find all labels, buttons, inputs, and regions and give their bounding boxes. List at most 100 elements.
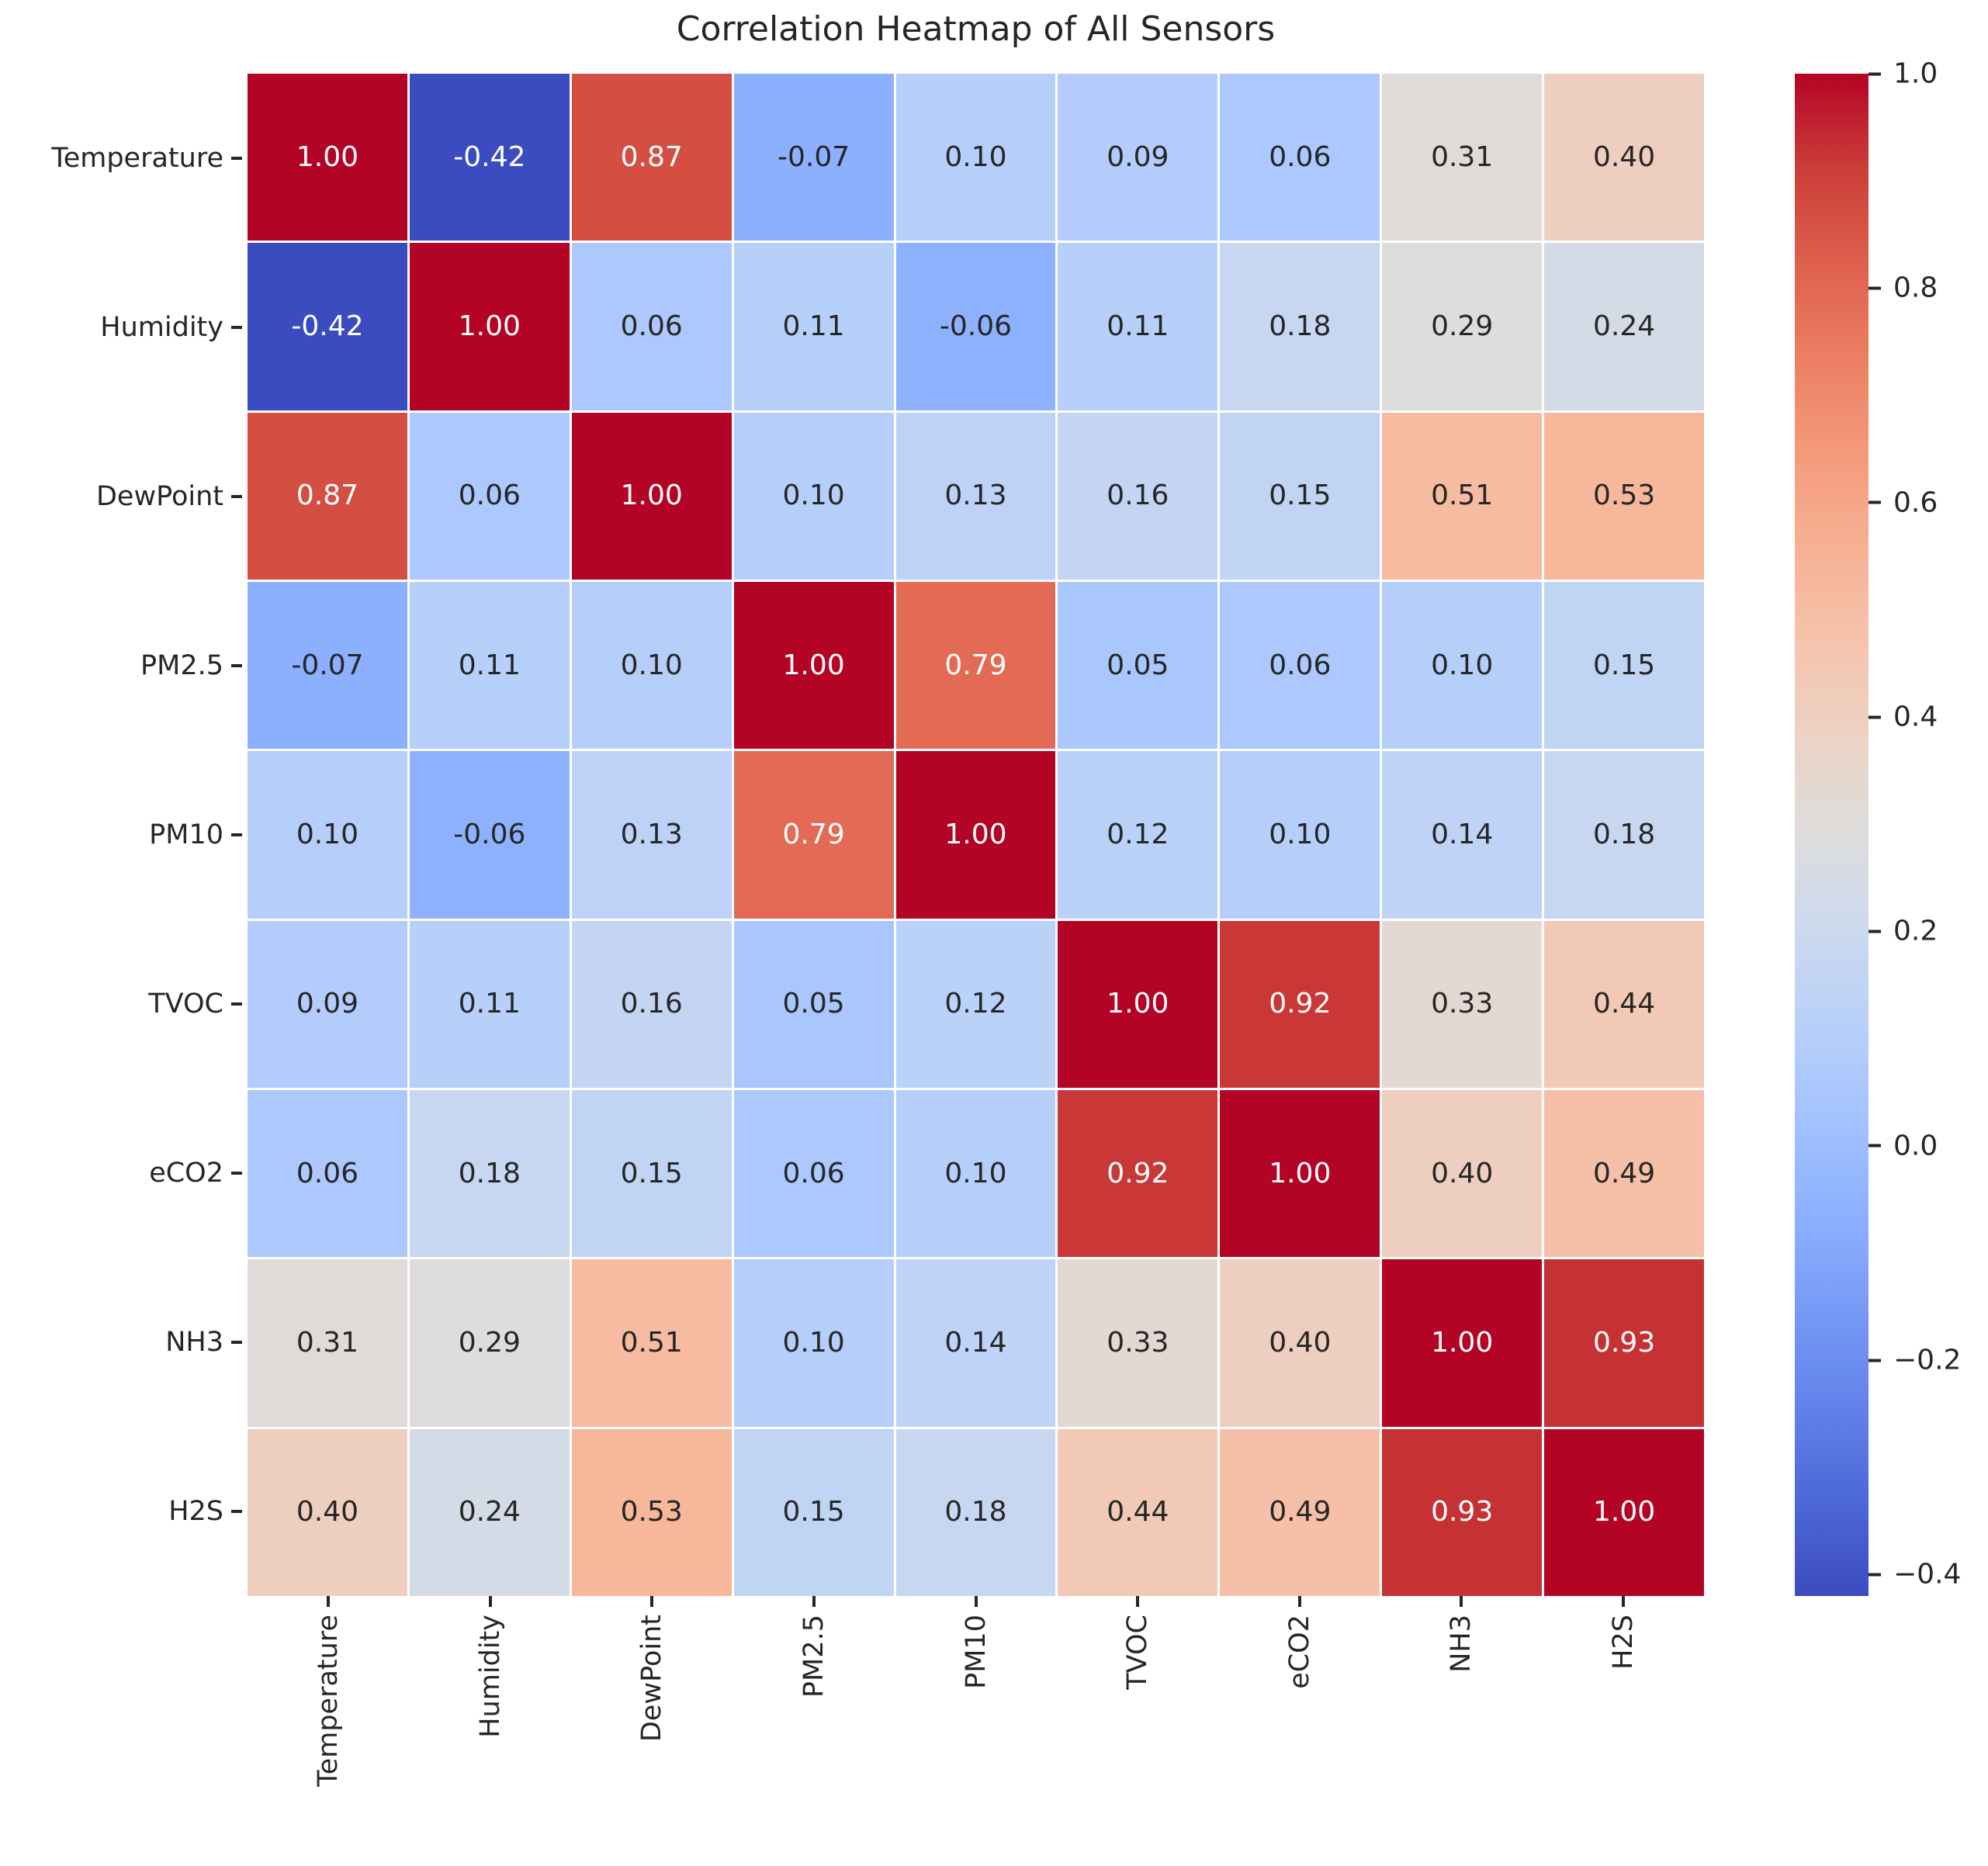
- heatmap-cell: 0.18: [409, 1089, 570, 1258]
- x-axis-label: DewPoint: [636, 1596, 667, 1742]
- x-axis-tick: [974, 1596, 978, 1607]
- heatmap-cell: -0.07: [248, 581, 407, 750]
- heatmap-cell: 0.15: [571, 1089, 732, 1258]
- x-axis-tick: [488, 1596, 492, 1607]
- heatmap-cell: 0.10: [733, 412, 894, 580]
- heatmap-cell: 0.16: [1058, 412, 1218, 580]
- heatmap-cell: 0.40: [1382, 1089, 1543, 1258]
- heatmap-cell: 0.31: [1382, 74, 1543, 241]
- y-axis: Temperature Humidity DewPoint PM2.5 PM10 TVOC…: [0, 74, 242, 1596]
- x-axis-tick: [1136, 1596, 1140, 1607]
- heatmap-cell: 1.00: [895, 751, 1056, 919]
- heatmap-cell: 0.11: [1058, 243, 1218, 410]
- heatmap-cell: 0.05: [733, 920, 894, 1088]
- colorbar-tick: −0.4: [1869, 1559, 1961, 1591]
- y-axis-label: DewPoint: [96, 481, 242, 512]
- x-axis-label-text: TVOC: [1122, 1615, 1154, 1690]
- heatmap-cell: 0.11: [409, 581, 570, 750]
- y-axis-label-text: H2S: [168, 1496, 223, 1527]
- x-axis-label-text: DewPoint: [636, 1615, 668, 1743]
- y-axis-label-text: TVOC: [148, 988, 223, 1020]
- x-axis-label-text: PM2.5: [798, 1615, 829, 1698]
- heatmap-cell: 0.10: [895, 74, 1056, 241]
- heatmap-cell: 0.79: [895, 581, 1056, 750]
- heatmap-cell: -0.06: [895, 243, 1056, 410]
- heatmap-cell: 1.00: [409, 243, 570, 410]
- heatmap-cell: 0.15: [1544, 581, 1704, 750]
- heatmap-cell: 0.06: [571, 243, 732, 410]
- heatmap-cell: -0.42: [248, 243, 407, 410]
- heatmap-cell: 1.00: [1544, 1428, 1704, 1596]
- colorbar-tick-mark: [1869, 1359, 1881, 1362]
- heatmap-cell: 0.10: [571, 581, 732, 750]
- x-axis-tick: [327, 1596, 331, 1607]
- heatmap-cell: 0.16: [571, 920, 732, 1088]
- heatmap-cell: 0.09: [248, 920, 407, 1088]
- x-axis-label-text: Humidity: [474, 1615, 506, 1738]
- colorbar-tick-mark: [1869, 715, 1881, 718]
- heatmap-cell: 0.13: [571, 751, 732, 919]
- heatmap-cell: 0.29: [1382, 243, 1543, 410]
- heatmap-cell: 0.53: [571, 1428, 732, 1596]
- y-axis-label-text: Humidity: [100, 311, 223, 343]
- colorbar-tick: 0.0: [1869, 1130, 1938, 1161]
- colorbar-tick: 0.8: [1869, 272, 1938, 304]
- heatmap-cell: 1.00: [1058, 920, 1218, 1088]
- colorbar-tick-label: 1.0: [1893, 57, 1938, 90]
- heatmap-cell: 0.40: [1544, 74, 1704, 241]
- x-axis-label: Temperature: [313, 1596, 344, 1787]
- x-axis-tick: [650, 1596, 654, 1607]
- heatmap-cell: 1.00: [733, 581, 894, 750]
- heatmap-cell: 0.06: [1220, 74, 1380, 241]
- x-axis-tick: [1297, 1596, 1301, 1607]
- heatmap-cell: 0.15: [733, 1428, 894, 1596]
- colorbar-gradient: [1795, 74, 1869, 1596]
- heatmap-cell: 0.87: [571, 74, 732, 241]
- x-axis-tick: [812, 1596, 816, 1607]
- colorbar-tick-mark: [1869, 286, 1881, 290]
- y-axis-label-text: Temperature: [51, 143, 223, 174]
- heatmap-cell: 0.11: [733, 243, 894, 410]
- heatmap-cell: 0.14: [1382, 751, 1543, 919]
- x-axis-label: TVOC: [1122, 1596, 1153, 1690]
- heatmap-cell: 0.18: [895, 1428, 1056, 1596]
- x-axis-label: PM2.5: [798, 1596, 829, 1698]
- heatmap-cell: 0.49: [1220, 1428, 1380, 1596]
- x-axis-tick: [1460, 1596, 1463, 1607]
- colorbar: 1.0 0.8 0.6 0.4 0.2 0.0 −0.2 −0.4: [1795, 58, 1988, 1596]
- heatmap-cell: 0.06: [409, 412, 570, 580]
- heatmap-cell: 0.79: [733, 751, 894, 919]
- y-axis-label: PM2.5: [140, 650, 242, 681]
- heatmap-cell: 0.10: [733, 1259, 894, 1427]
- chart-title: Correlation Heatmap of All Sensors: [676, 9, 1276, 49]
- colorbar-tick: 0.6: [1869, 486, 1938, 518]
- x-axis-label: eCO2: [1284, 1596, 1315, 1689]
- x-axis-label-text: eCO2: [1283, 1615, 1315, 1689]
- heatmap-grid: 1.00 -0.42 0.87 -0.07 0.10 0.09 0.06 0.31 0.40 -0…: [248, 74, 1704, 1596]
- x-axis-label: NH3: [1446, 1596, 1477, 1673]
- heatmap-cell: 0.18: [1544, 751, 1704, 919]
- heatmap-cell: 0.40: [248, 1428, 407, 1596]
- colorbar-tick-label: 0.6: [1893, 486, 1938, 519]
- heatmap-cell: 0.15: [1220, 412, 1380, 580]
- y-axis-label: PM10: [149, 819, 242, 850]
- heatmap-cell: 0.10: [1382, 581, 1543, 750]
- y-axis-tick: [231, 664, 242, 667]
- colorbar-tick: 0.2: [1869, 916, 1938, 947]
- heatmap-cell: 0.12: [1058, 751, 1218, 919]
- colorbar-tick-mark: [1869, 1573, 1881, 1577]
- heatmap-cell: 0.18: [1220, 243, 1380, 410]
- y-axis-label-text: PM10: [149, 819, 223, 850]
- y-axis-tick: [231, 495, 242, 498]
- y-axis-label-text: NH3: [165, 1327, 223, 1358]
- heatmap-cell: 0.06: [733, 1089, 894, 1258]
- heatmap-cell: -0.07: [733, 74, 894, 241]
- colorbar-tick-label: 0.0: [1893, 1130, 1938, 1162]
- heatmap-cell: -0.42: [409, 74, 570, 241]
- x-axis-label-text: Temperature: [313, 1615, 345, 1787]
- heatmap-cell: 0.10: [895, 1089, 1056, 1258]
- colorbar-tick-mark: [1869, 72, 1881, 75]
- heatmap-cell: 0.06: [1220, 581, 1380, 750]
- heatmap-cell: 0.53: [1544, 412, 1704, 580]
- x-axis-label-text: H2S: [1607, 1615, 1639, 1670]
